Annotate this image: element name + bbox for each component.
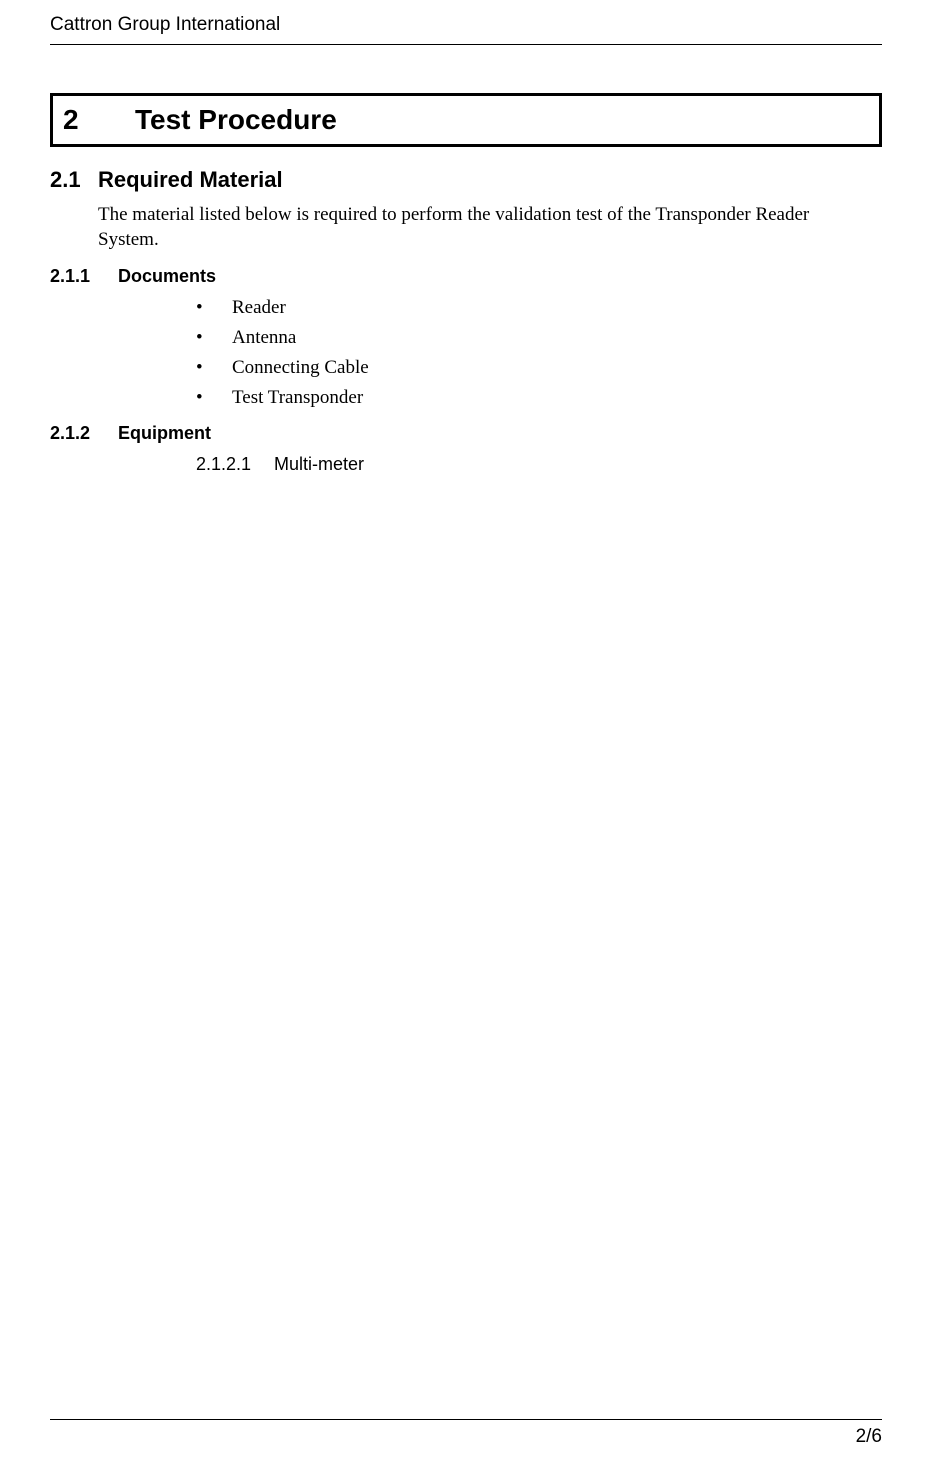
header-rule [50, 44, 882, 45]
subsubsection-2-1-1-heading: 2.1.1 Documents [50, 266, 882, 287]
subsubsection-2-1-2-title: Equipment [118, 423, 211, 444]
section-title-text: Test Procedure [135, 104, 337, 136]
subsection-2-1-title: Required Material [98, 167, 283, 193]
documents-list: Reader Antenna Connecting Cable Test Tra… [196, 297, 882, 409]
equipment-item: 2.1.2.1 Multi-meter [196, 454, 882, 475]
list-item: Test Transponder [196, 387, 882, 409]
subsubsection-2-1-1-number: 2.1.1 [50, 266, 118, 287]
section-number: 2 [63, 104, 135, 136]
footer-rule [50, 1419, 882, 1420]
footer-page-number: 2/6 [856, 1426, 882, 1448]
list-item: Connecting Cable [196, 357, 882, 379]
section-title: 2 Test Procedure [63, 104, 869, 136]
header-company: Cattron Group International [50, 14, 882, 36]
subsubsection-2-1-2-number: 2.1.2 [50, 423, 118, 444]
list-item: Antenna [196, 327, 882, 349]
section-title-box: 2 Test Procedure [50, 93, 882, 147]
list-item: Reader [196, 297, 882, 319]
equipment-item-number: 2.1.2.1 [196, 454, 274, 475]
subsubsection-2-1-2-heading: 2.1.2 Equipment [50, 423, 882, 444]
subsubsection-2-1-1-title: Documents [118, 266, 216, 287]
subsection-2-1-heading: 2.1 Required Material [50, 167, 882, 193]
subsection-2-1-number: 2.1 [50, 167, 98, 193]
subsection-2-1-body: The material listed below is required to… [98, 203, 862, 252]
equipment-item-text: Multi-meter [274, 454, 364, 475]
